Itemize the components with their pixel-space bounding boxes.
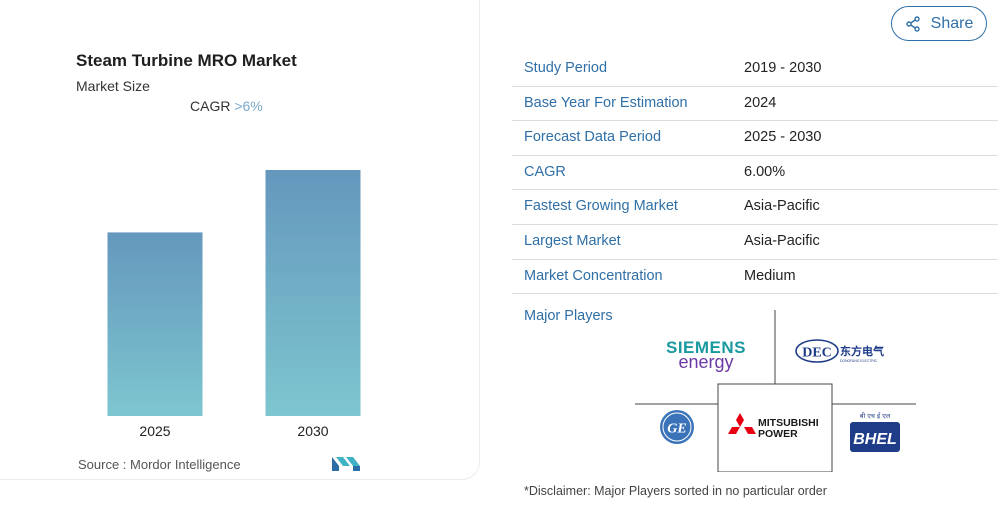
table-row: Fastest Growing Market Asia-Pacific: [512, 190, 998, 225]
cagr-label: CAGR: [190, 98, 231, 114]
market-facts-table: Study Period 2019 - 2030 Base Year For E…: [512, 52, 998, 295]
row-value: Asia-Pacific: [744, 198, 820, 215]
bar-2030: [265, 170, 361, 416]
chart-title: Steam Turbine MRO Market: [76, 51, 297, 70]
svg-text:MITSUBISHI: MITSUBISHI: [758, 417, 819, 429]
share-button[interactable]: Share: [891, 6, 987, 41]
mitsubishi-power-logo: MITSUBISHI POWER: [728, 413, 819, 440]
row-key: Largest Market: [524, 232, 621, 249]
table-row: Study Period 2019 - 2030: [512, 52, 998, 87]
svg-text:BHEL: BHEL: [853, 431, 897, 448]
svg-text:बी एच ई एल: बी एच ई एल: [860, 412, 891, 420]
row-value: 2019 - 2030: [744, 60, 822, 76]
chart-source: Source : Mordor Intelligence: [78, 457, 241, 472]
row-value: 2024: [744, 94, 777, 111]
row-value: 6.00%: [744, 163, 786, 180]
row-key: Market Concentration: [524, 267, 663, 284]
svg-text:东方电气: 东方电气: [840, 344, 884, 358]
ge-logo: GE: [660, 410, 694, 444]
row-key: CAGR: [524, 163, 566, 180]
row-value: 2025 - 2030: [744, 129, 822, 146]
bar-2025: [107, 232, 203, 416]
svg-text:GE: GE: [667, 422, 686, 437]
share-icon: [905, 15, 920, 32]
table-row: Market Concentration Medium: [512, 260, 998, 295]
market-size-bar-chart: 2025 2030: [107, 170, 361, 439]
x-tick-label: 2030: [297, 423, 328, 439]
svg-text:DONGFANG ELECTRIC: DONGFANG ELECTRIC: [840, 359, 878, 363]
row-key: Base Year For Estimation: [524, 94, 688, 111]
disclaimer-text: *Disclaimer: Major Players sorted in no …: [524, 484, 827, 498]
siemens-energy-logo: SIEMENS energy: [666, 338, 746, 372]
dec-logo: DEC 东方电气 DONGFANG ELECTRIC: [795, 339, 884, 363]
major-players-label: Major Players: [524, 308, 613, 324]
row-value: Medium: [744, 267, 796, 284]
mordor-intelligence-logo: [332, 457, 360, 471]
table-row: CAGR 6.00%: [512, 156, 998, 191]
table-row: Largest Market Asia-Pacific: [512, 225, 998, 260]
svg-text:POWER: POWER: [758, 428, 798, 440]
row-key: Study Period: [524, 60, 608, 76]
cagr-value: >6%: [234, 98, 263, 114]
chart-subtitle: Market Size: [76, 78, 150, 94]
svg-text:DEC: DEC: [802, 346, 832, 361]
row-key: Fastest Growing Market: [524, 198, 678, 215]
table-row: Base Year For Estimation 2024: [512, 87, 998, 122]
market-size-card: [0, 0, 480, 480]
svg-text:energy: energy: [678, 352, 733, 372]
row-value: Asia-Pacific: [744, 232, 820, 249]
cagr-indicator: CAGR >6%: [190, 98, 263, 114]
row-key: Forecast Data Period: [524, 129, 662, 146]
table-row: Forecast Data Period 2025 - 2030: [512, 121, 998, 156]
x-tick-label: 2025: [139, 423, 170, 439]
major-players-grid: SIEMENS energy DEC 东方电气 DONGFANG ELECTRI…: [635, 310, 916, 472]
bhel-logo: बी एच ई एल BHEL: [848, 410, 902, 454]
svg-text:SIEMENS: SIEMENS: [666, 338, 746, 357]
share-label: Share: [930, 14, 974, 32]
